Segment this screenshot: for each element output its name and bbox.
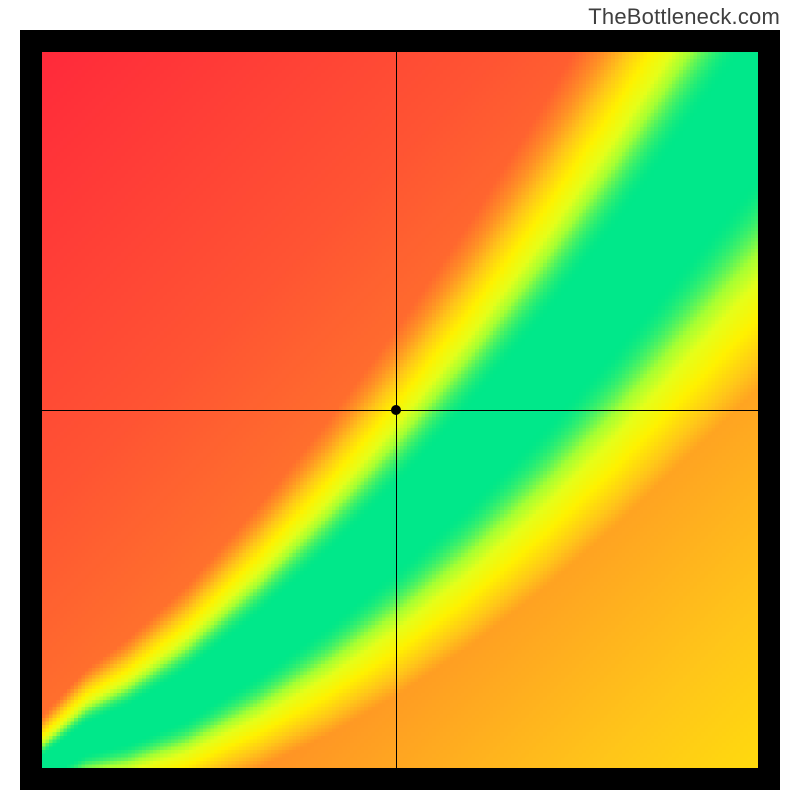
- chart-frame: [20, 30, 780, 790]
- crosshair-marker: [391, 405, 401, 415]
- watermark-text: TheBottleneck.com: [588, 4, 780, 30]
